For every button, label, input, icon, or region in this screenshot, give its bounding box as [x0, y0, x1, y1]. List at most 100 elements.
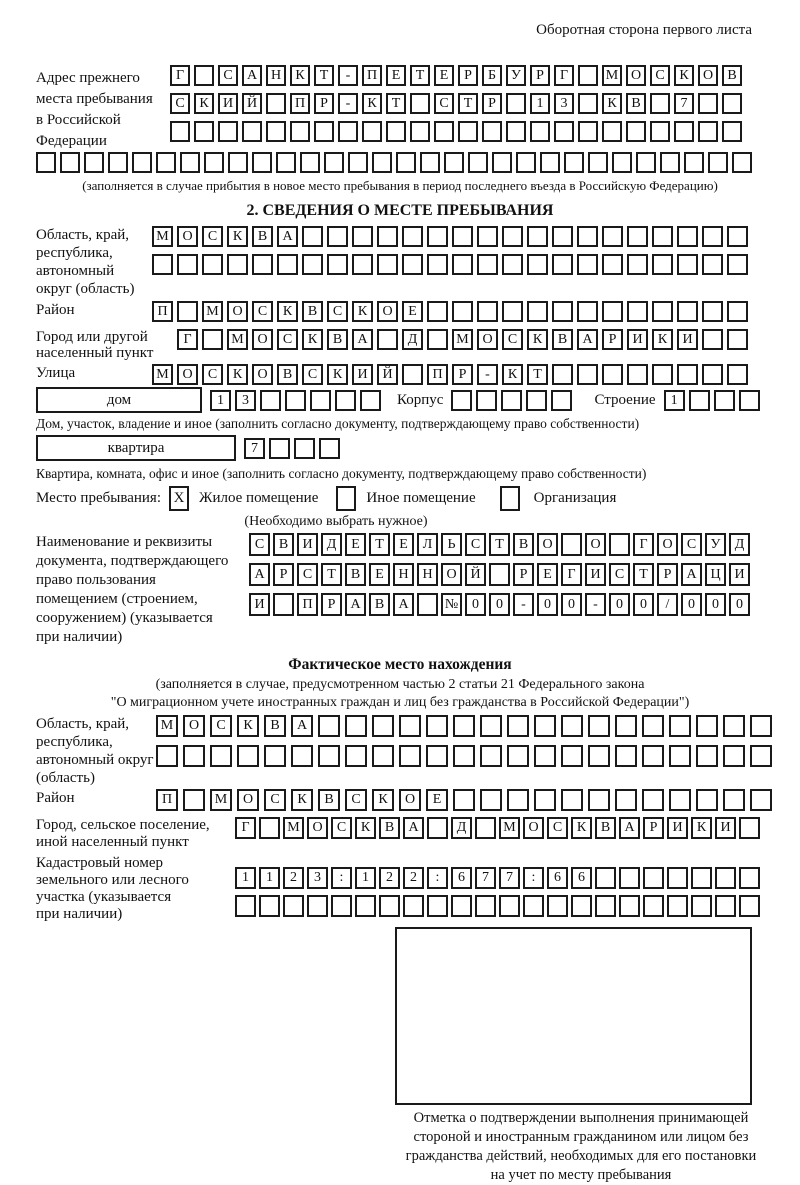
char-cell[interactable]: К	[194, 93, 214, 114]
char-cell[interactable]	[352, 226, 373, 247]
char-cell[interactable]	[60, 152, 80, 173]
char-cell[interactable]: С	[465, 533, 486, 556]
char-cell[interactable]: 0	[537, 593, 558, 616]
char-cell[interactable]: Л	[417, 533, 438, 556]
char-cell[interactable]	[702, 364, 723, 385]
char-cell[interactable]	[318, 745, 340, 767]
char-cell[interactable]: Г	[235, 817, 256, 839]
char-cell[interactable]: Т	[527, 364, 548, 385]
char-cell[interactable]	[660, 152, 680, 173]
char-cell[interactable]	[577, 301, 598, 322]
char-cell[interactable]	[702, 254, 723, 275]
char-cell[interactable]	[273, 593, 294, 616]
char-cell[interactable]	[609, 533, 630, 556]
char-cell[interactable]	[426, 715, 448, 737]
char-cell[interactable]: Т	[314, 65, 334, 86]
char-cell[interactable]: Р	[314, 93, 334, 114]
char-cell[interactable]: №	[441, 593, 462, 616]
char-cell[interactable]	[696, 745, 718, 767]
char-cell[interactable]	[723, 789, 745, 811]
char-cell[interactable]: Р	[657, 563, 678, 586]
char-cell[interactable]	[259, 895, 280, 917]
char-cell[interactable]	[132, 152, 152, 173]
char-cell[interactable]	[399, 715, 421, 737]
char-cell[interactable]: /	[657, 593, 678, 616]
char-cell[interactable]	[202, 329, 223, 350]
char-cell[interactable]: Т	[410, 65, 430, 86]
char-cell[interactable]	[452, 226, 473, 247]
char-cell[interactable]	[183, 745, 205, 767]
char-cell[interactable]	[627, 364, 648, 385]
char-cell[interactable]: В	[264, 715, 286, 737]
char-cell[interactable]	[642, 715, 664, 737]
char-cell[interactable]	[377, 226, 398, 247]
char-cell[interactable]: Е	[426, 789, 448, 811]
char-cell[interactable]	[615, 745, 637, 767]
char-cell[interactable]: К	[602, 93, 622, 114]
char-cell[interactable]: К	[674, 65, 694, 86]
char-cell[interactable]	[194, 65, 214, 86]
char-cell[interactable]	[177, 254, 198, 275]
char-cell[interactable]: Ц	[705, 563, 726, 586]
char-cell[interactable]	[643, 867, 664, 889]
char-cell[interactable]	[386, 121, 406, 142]
char-cell[interactable]: Д	[402, 329, 423, 350]
char-cell[interactable]	[352, 254, 373, 275]
char-cell[interactable]: Р	[321, 593, 342, 616]
char-cell[interactable]: 6	[547, 867, 568, 889]
char-cell[interactable]	[739, 895, 760, 917]
char-cell[interactable]: В	[327, 329, 348, 350]
char-cell[interactable]	[314, 121, 334, 142]
char-cell[interactable]: С	[202, 364, 223, 385]
char-cell[interactable]	[552, 254, 573, 275]
char-cell[interactable]	[588, 789, 610, 811]
char-cell[interactable]: А	[291, 715, 313, 737]
char-cell[interactable]	[489, 563, 510, 586]
char-cell[interactable]	[499, 895, 520, 917]
char-cell[interactable]	[602, 226, 623, 247]
char-cell[interactable]: А	[619, 817, 640, 839]
char-cell[interactable]	[324, 152, 344, 173]
char-cell[interactable]: С	[681, 533, 702, 556]
char-cell[interactable]	[652, 364, 673, 385]
char-cell[interactable]: С	[609, 563, 630, 586]
char-cell[interactable]: О	[252, 364, 273, 385]
char-cell[interactable]: Т	[321, 563, 342, 586]
char-cell[interactable]	[218, 121, 238, 142]
char-cell[interactable]	[578, 65, 598, 86]
char-cell[interactable]	[379, 895, 400, 917]
char-cell[interactable]: С	[170, 93, 190, 114]
char-cell[interactable]	[577, 254, 598, 275]
char-cell[interactable]: С	[327, 301, 348, 322]
char-cell[interactable]	[266, 93, 286, 114]
char-cell[interactable]: У	[705, 533, 726, 556]
char-cell[interactable]	[451, 389, 473, 411]
char-cell[interactable]: К	[362, 93, 382, 114]
char-cell[interactable]	[477, 254, 498, 275]
char-cell[interactable]: П	[156, 789, 178, 811]
char-cell[interactable]: Т	[489, 533, 510, 556]
char-cell[interactable]: П	[152, 301, 173, 322]
char-cell[interactable]	[619, 867, 640, 889]
char-cell[interactable]: :	[523, 867, 544, 889]
char-cell[interactable]: О	[177, 364, 198, 385]
char-cell[interactable]: Г	[554, 65, 574, 86]
char-cell[interactable]	[507, 745, 529, 767]
char-cell[interactable]	[277, 254, 298, 275]
char-cell[interactable]	[547, 895, 568, 917]
char-cell[interactable]	[564, 152, 584, 173]
char-cell[interactable]: 1	[235, 867, 256, 889]
char-cell[interactable]	[506, 121, 526, 142]
char-cell[interactable]: Е	[537, 563, 558, 586]
char-cell[interactable]	[588, 715, 610, 737]
inoe-checkbox[interactable]	[336, 486, 357, 511]
char-cell[interactable]	[688, 389, 710, 411]
char-cell[interactable]	[345, 715, 367, 737]
char-cell[interactable]	[427, 817, 448, 839]
char-cell[interactable]	[260, 389, 281, 411]
char-cell[interactable]	[602, 364, 623, 385]
char-cell[interactable]: К	[237, 715, 259, 737]
char-cell[interactable]: Е	[369, 563, 390, 586]
char-cell[interactable]	[290, 121, 310, 142]
char-cell[interactable]	[642, 789, 664, 811]
